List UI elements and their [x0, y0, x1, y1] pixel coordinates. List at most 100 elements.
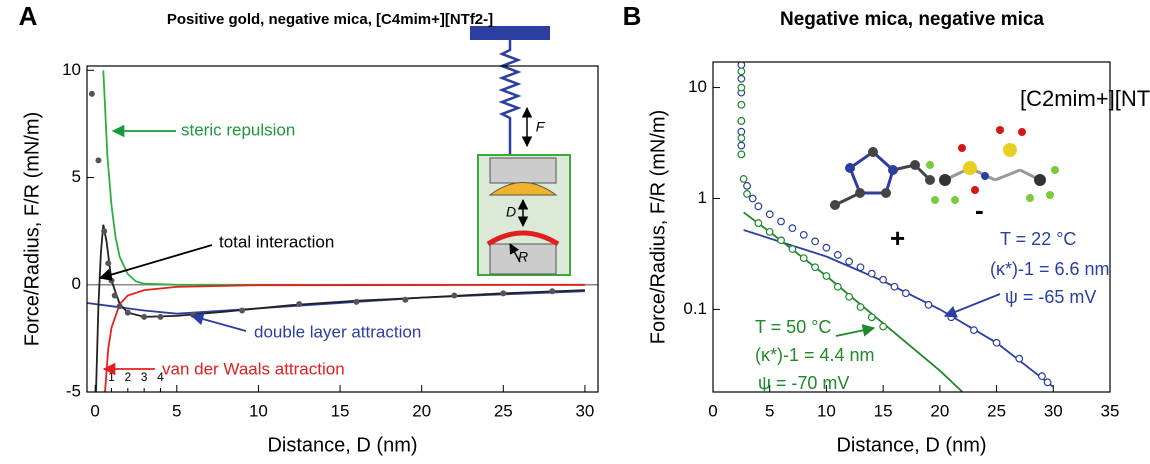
x-tick-label: 25 — [987, 401, 1006, 420]
x-tick-label: 0 — [90, 401, 99, 420]
data-point — [822, 243, 831, 252]
data-point — [777, 236, 785, 245]
data-point — [856, 303, 865, 311]
data-point — [748, 194, 757, 203]
data-point — [822, 272, 831, 280]
data-point — [737, 67, 746, 76]
plot-area — [737, 62, 1054, 392]
x-tick-label: 10 — [249, 401, 268, 420]
x-tick-label: 15 — [874, 401, 893, 420]
chart-title: Positive gold, negative mica, [C4mim+][N… — [167, 11, 493, 28]
annotation: van der Waals attraction — [162, 359, 345, 378]
x-tick-label: 20 — [412, 401, 431, 420]
data-point — [353, 298, 360, 305]
data-point — [924, 300, 933, 309]
data-point — [101, 228, 108, 235]
data-point — [890, 282, 899, 291]
data-point — [737, 117, 746, 125]
data-point — [451, 292, 458, 299]
data-point — [116, 303, 123, 310]
y-axis-label: Force/Radius, F/R (mN/m) — [647, 110, 669, 344]
data-point — [500, 290, 507, 297]
data-point — [737, 134, 746, 143]
plot-area — [87, 70, 585, 392]
annotation: [C2mim+][NTf2-] — [1020, 86, 1150, 111]
annotation-arrow — [835, 324, 876, 337]
panel-label: A — [19, 1, 38, 31]
data-point — [737, 150, 746, 159]
data-point — [743, 181, 751, 190]
plot-frame — [712, 61, 1111, 393]
annotation: - — [975, 195, 984, 225]
molecule-sketch — [830, 126, 1059, 210]
data-point — [856, 263, 865, 272]
series-line — [95, 224, 585, 392]
x-tick-label: 30 — [575, 401, 594, 420]
panel-label: B — [623, 1, 642, 31]
x-axis-label: Distance, D (nm) — [836, 434, 986, 456]
annotation: steric repulsion — [181, 120, 295, 139]
data-point — [765, 210, 774, 219]
y-tick-label: 0.1 — [683, 299, 707, 318]
data-point — [88, 90, 95, 97]
data-point — [879, 322, 888, 331]
inset-label: R — [518, 249, 528, 265]
data-point — [969, 326, 978, 335]
data-point — [867, 313, 876, 322]
data-point — [867, 269, 876, 278]
data-point — [239, 307, 246, 314]
data-point — [833, 282, 842, 291]
y-tick-label: 5 — [72, 167, 81, 186]
series-line — [743, 229, 1054, 388]
data-point — [1015, 354, 1024, 363]
data-point — [124, 309, 131, 316]
panel: B Negative mica, negative mica Distance, D… — [623, 1, 1150, 456]
data-point — [296, 301, 303, 308]
data-point — [743, 189, 751, 198]
data-point — [737, 100, 746, 109]
annotation-arrow — [98, 244, 213, 281]
data-point — [737, 127, 746, 136]
data-point — [811, 237, 819, 246]
series-line — [743, 211, 964, 392]
x-tick-label: 15 — [331, 401, 350, 420]
annotation-arrow — [943, 293, 1001, 318]
x-minor-tick-label: 3 — [141, 370, 148, 384]
data-point — [754, 219, 763, 227]
y-tick-label: -5 — [66, 381, 81, 400]
inset-label: F — [536, 119, 546, 135]
x-tick-label: 5 — [765, 401, 774, 420]
data-point — [992, 338, 1001, 347]
x-tick-label: 0 — [708, 401, 717, 420]
y-tick-label: 10 — [62, 60, 81, 79]
annotation-arrow — [190, 312, 247, 332]
x-minor-tick-label: 1 — [108, 370, 115, 384]
x-minor-tick-label: 4 — [157, 370, 164, 384]
data-point — [157, 313, 164, 320]
annotation: T = 50 °C — [755, 317, 831, 337]
x-tick-label: 25 — [494, 401, 513, 420]
data-point — [95, 157, 102, 164]
annotation: ψ = -70 mV — [758, 373, 849, 393]
x-tick-label: 10 — [817, 401, 836, 420]
data-point — [737, 74, 746, 83]
data-point — [108, 277, 115, 284]
inset-label: D — [506, 204, 516, 220]
annotation: T = 22 °C — [1000, 229, 1076, 249]
chart-title: Negative mica, negative mica — [780, 9, 1044, 30]
annotation: (κ*)-1 = 4.4 nm — [755, 345, 875, 365]
y-tick-label: 10 — [688, 77, 707, 96]
data-point — [845, 257, 854, 266]
data-point — [833, 250, 842, 259]
data-point — [141, 313, 148, 320]
data-point — [845, 292, 854, 301]
data-point — [788, 224, 797, 233]
data-point — [402, 296, 409, 303]
x-tick-label: 5 — [172, 401, 181, 420]
data-point — [737, 62, 746, 69]
x-axis-label: Distance, D (nm) — [267, 434, 417, 456]
data-point — [1038, 372, 1046, 381]
data-point — [799, 254, 808, 263]
data-point — [788, 245, 797, 253]
